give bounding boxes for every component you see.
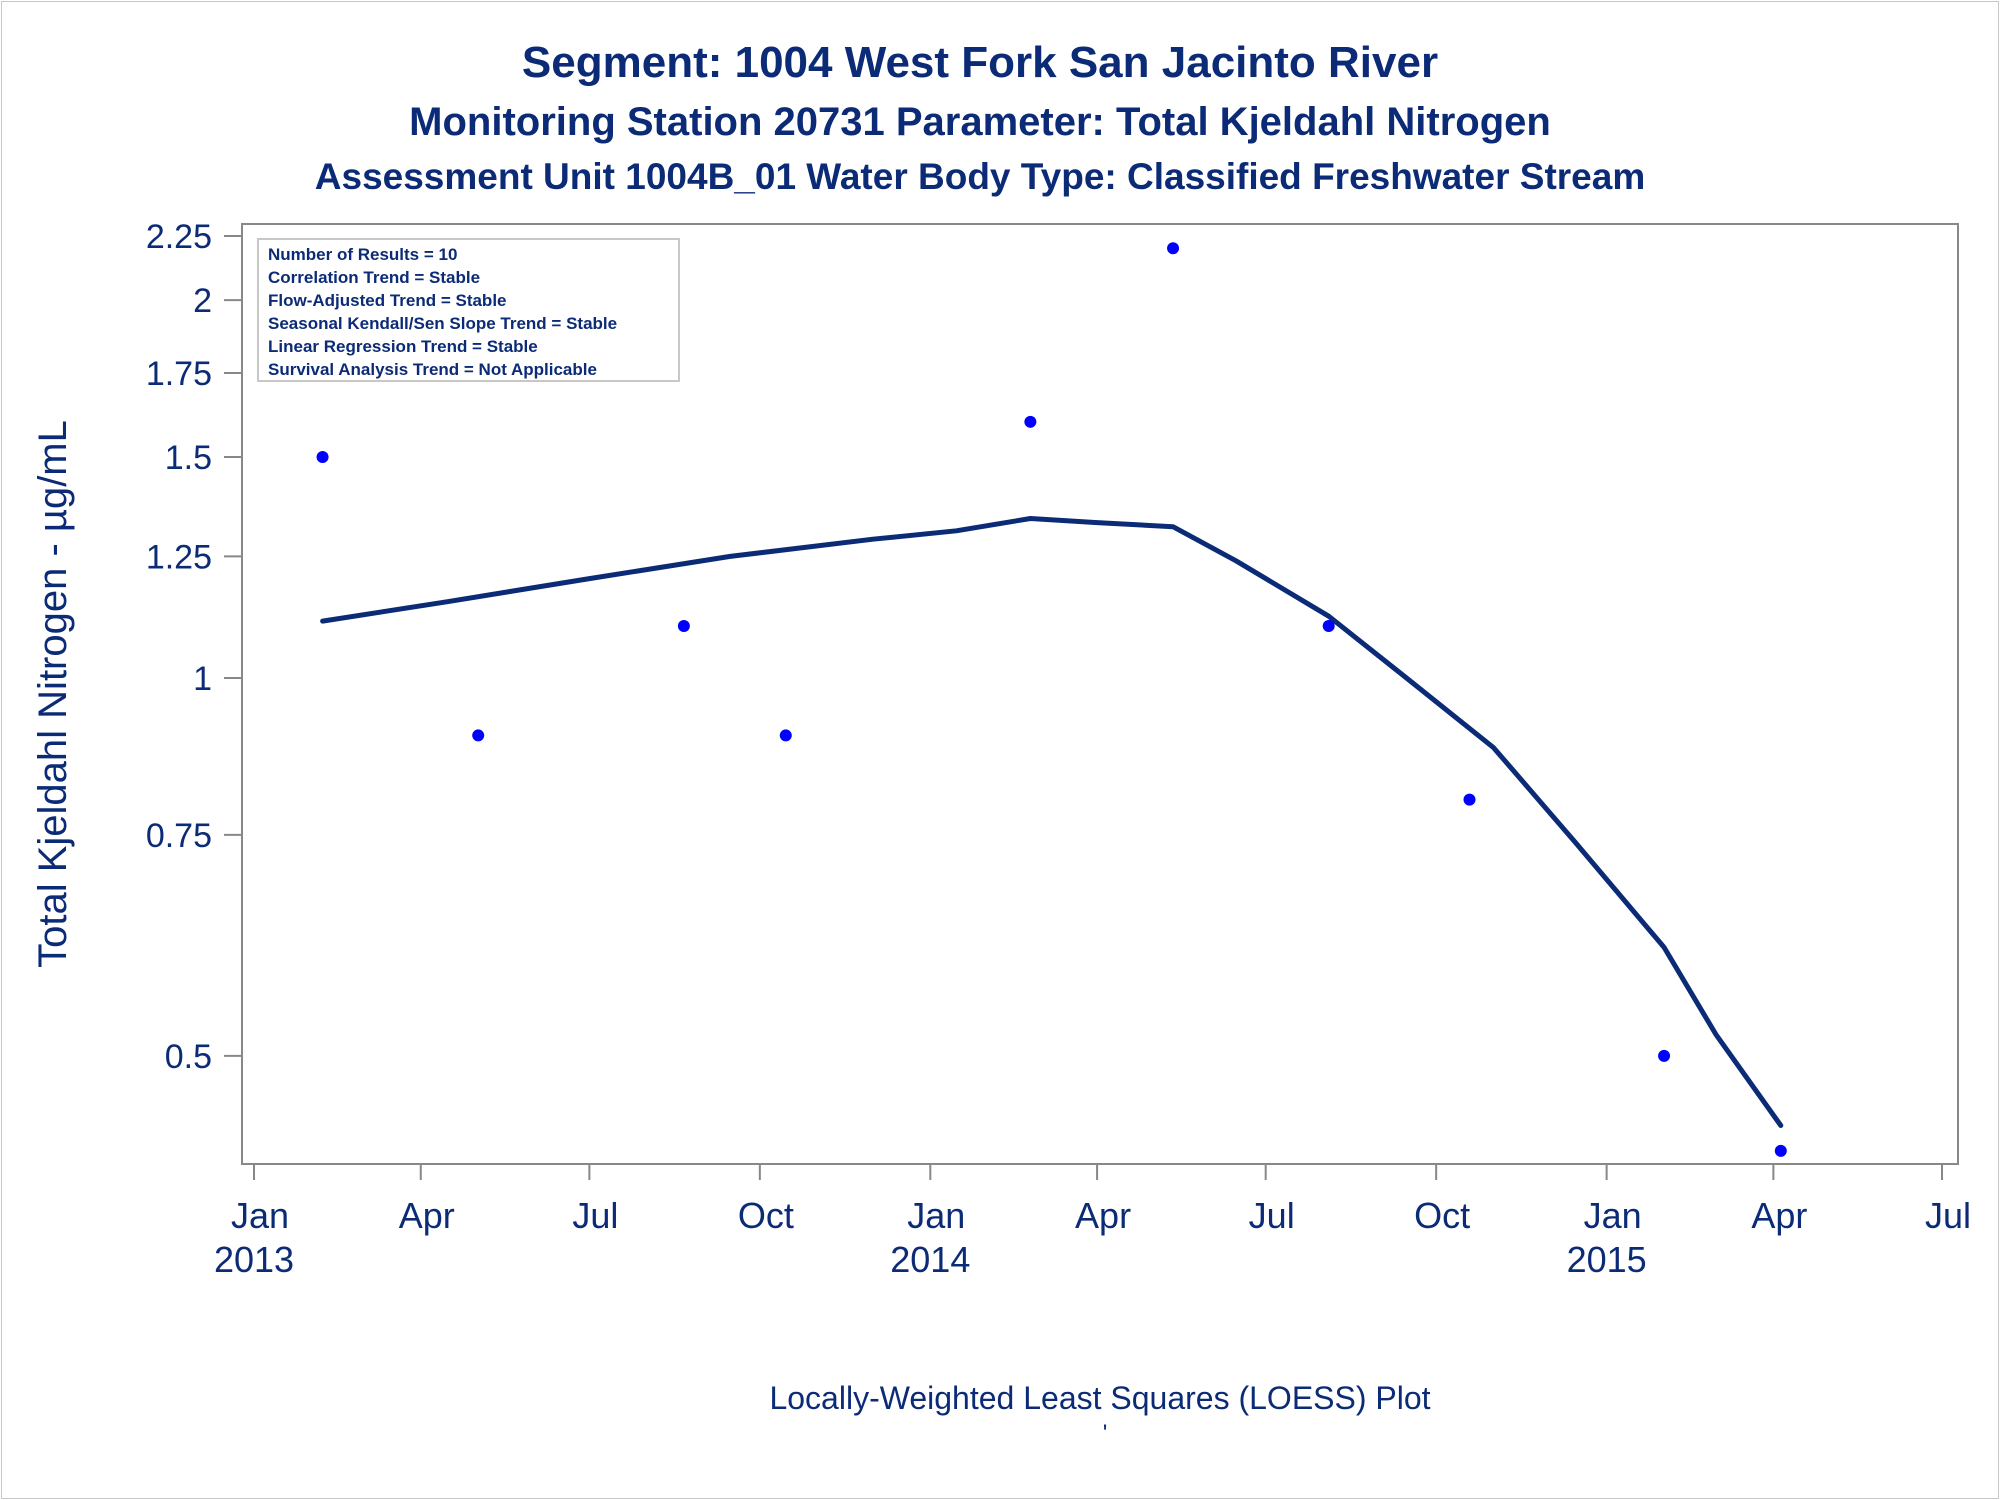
x-tick-label: Jan xyxy=(231,1195,289,1236)
x-tick-year-label: 2013 xyxy=(214,1239,294,1280)
x-tick-year-label: 2015 xyxy=(1567,1239,1647,1280)
y-tick-label: 1.5 xyxy=(165,439,212,477)
data-point xyxy=(472,729,485,742)
chart-footnote: Locally-Weighted Least Squares (LOESS) P… xyxy=(769,1380,1431,1416)
y-tick-label: 2 xyxy=(193,282,212,320)
y-tick-label: 1.75 xyxy=(146,355,212,393)
x-tick-label: Apr xyxy=(1075,1195,1131,1236)
y-axis-title: Total Kjeldahl Nitrogen - µg/mL xyxy=(31,420,75,968)
data-point xyxy=(316,450,329,463)
footnote-mark: ' xyxy=(1102,1420,1108,1447)
chart-title: Segment: 1004 West Fork San Jacinto Rive… xyxy=(521,38,1439,87)
chart-subtitle-station: Monitoring Station 20731 Parameter: Tota… xyxy=(409,100,1551,144)
y-tick-label: 0.75 xyxy=(146,817,212,855)
x-tick-year-label: 2014 xyxy=(890,1239,970,1280)
y-tick-label: 1 xyxy=(193,660,212,698)
data-point xyxy=(779,729,792,742)
data-point xyxy=(1024,415,1037,428)
trend-summary-line: Correlation Trend = Stable xyxy=(268,268,480,287)
x-tick-label: Jul xyxy=(1925,1195,1971,1236)
plot-area xyxy=(241,223,1959,1165)
chart-marks xyxy=(316,242,1787,1157)
data-point xyxy=(1463,793,1476,806)
trend-summary-box: Number of Results = 10 Correlation Trend … xyxy=(257,238,680,382)
trend-summary-border xyxy=(257,238,680,382)
x-tick-label: Oct xyxy=(1414,1195,1470,1236)
data-point xyxy=(1322,620,1335,633)
trend-summary-line: Seasonal Kendall/Sen Slope Trend = Stabl… xyxy=(268,314,617,333)
x-tick-label: Apr xyxy=(399,1195,455,1236)
y-axis: 0.5 0.75 1 1.25 1.5 1.75 2 2.25 xyxy=(146,218,242,1076)
data-point xyxy=(1167,242,1180,255)
y-tick-label: 2.25 xyxy=(146,218,212,256)
trend-summary-line: Survival Analysis Trend = Not Applicable xyxy=(268,360,597,379)
data-point xyxy=(677,620,690,633)
y-tick-label: 0.5 xyxy=(165,1038,212,1076)
data-point xyxy=(1774,1144,1787,1157)
data-point xyxy=(1658,1049,1671,1062)
trend-summary-line: Number of Results = 10 xyxy=(268,245,457,264)
x-tick-label: Jan xyxy=(1584,1195,1642,1236)
x-tick-label: Apr xyxy=(1751,1195,1807,1236)
x-tick-label: Jul xyxy=(572,1195,618,1236)
chart-subtitle-assessment: Assessment Unit 1004B_01 Water Body Type… xyxy=(314,156,1646,197)
x-tick-label: Jul xyxy=(1249,1195,1295,1236)
trend-summary-line: Linear Regression Trend = Stable xyxy=(268,337,538,356)
loess-line xyxy=(320,516,1784,1128)
x-tick-label: Jan xyxy=(907,1195,965,1236)
y-tick-label: 1.25 xyxy=(146,538,212,576)
x-tick-label: Oct xyxy=(738,1195,794,1236)
trend-summary-line: Flow-Adjusted Trend = Stable xyxy=(268,291,507,310)
